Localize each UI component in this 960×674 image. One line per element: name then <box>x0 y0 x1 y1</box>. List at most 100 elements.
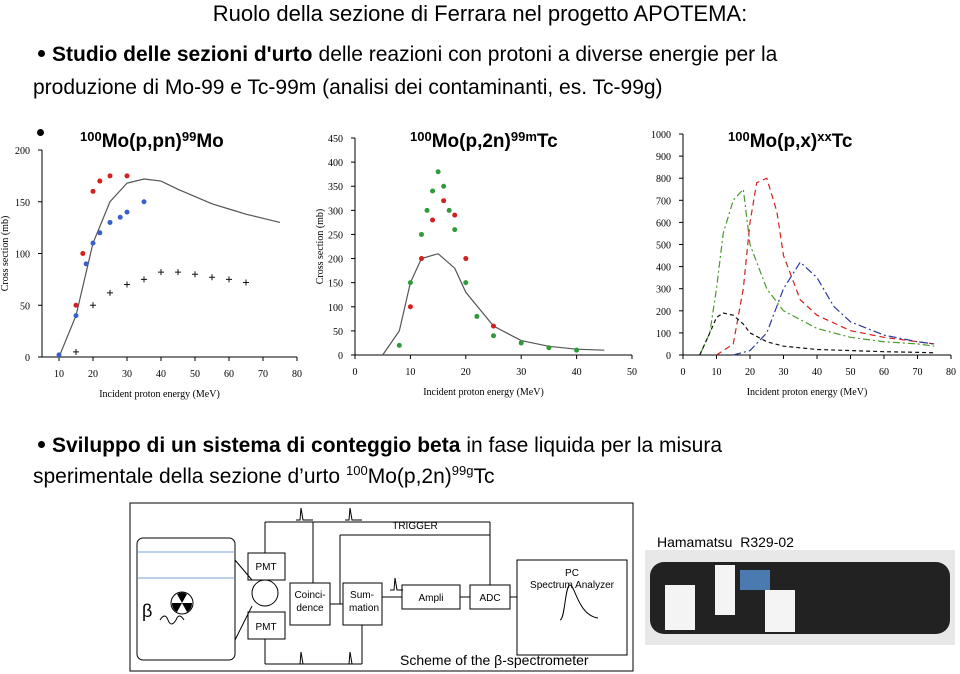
x-tick-label: 20 <box>461 367 471 378</box>
data-point <box>141 276 147 283</box>
y-tick-label: 50 <box>20 301 30 312</box>
data-point <box>491 323 496 329</box>
title-superscript: 100 <box>728 129 750 144</box>
text: sperimentale della sezione d’urto <box>33 465 341 488</box>
x-tick-label: 70 <box>913 367 923 378</box>
y-tick-label: 250 <box>328 230 343 241</box>
x-tick-label: 30 <box>516 367 526 378</box>
x-tick-label: 0 <box>353 367 358 378</box>
y-tick-label: 150 <box>15 198 30 209</box>
text: Mo(p,2n) <box>367 465 452 488</box>
diagram-frame <box>129 502 634 672</box>
photo-paper <box>715 565 735 615</box>
title-superscript: 100 <box>80 129 102 144</box>
label: TRIGGER <box>392 521 438 532</box>
label: Spectrum Analyzer <box>530 580 615 591</box>
curve <box>699 187 935 356</box>
bullet-text: Studio delle sezioni d'urto delle reazion… <box>52 43 777 67</box>
y-tick-label: 200 <box>15 146 30 157</box>
bullet <box>38 50 45 57</box>
y-tick-label: 300 <box>328 206 343 217</box>
bullet <box>38 441 45 448</box>
x-tick-label: 40 <box>812 367 822 378</box>
y-tick-label: 400 <box>328 158 343 169</box>
bullet-text: produzione di Mo-99 e Tc-99m (analisi de… <box>33 76 663 99</box>
x-tick-label: 10 <box>712 367 722 378</box>
x-tick-label: 50 <box>190 369 200 380</box>
curve <box>716 177 935 356</box>
superscript: 100 <box>346 463 368 478</box>
x-tick-label: 60 <box>224 369 234 380</box>
bullet-text: sperimentale della sezione d’urto 100Mo(p… <box>33 463 494 489</box>
data-point <box>441 183 447 189</box>
photo-paper <box>665 585 695 630</box>
x-tick-label: 40 <box>156 369 166 380</box>
label: dence <box>296 603 324 614</box>
y-tick-label: 50 <box>333 327 343 338</box>
title-superscript: 100 <box>410 129 432 144</box>
data-point <box>73 313 79 319</box>
y-axis-label: Cross section (mb) <box>0 216 11 292</box>
data-point <box>90 188 96 194</box>
x-tick-label: 30 <box>122 369 132 380</box>
data-point <box>83 261 89 267</box>
bold-text: Studio delle sezioni d'urto <box>52 43 313 66</box>
curve <box>382 253 605 356</box>
data-point <box>243 279 249 286</box>
title-text: Tc <box>537 131 558 152</box>
title-text: Mo(p,x) <box>750 131 818 152</box>
x-tick-label: 30 <box>779 367 789 378</box>
x-tick-label: 20 <box>88 369 98 380</box>
x-tick-label: 40 <box>572 367 582 378</box>
y-axis-label: Cross section (mb) <box>315 209 326 285</box>
data-point <box>546 345 552 351</box>
y-tick-label: 1000 <box>651 130 671 141</box>
y-tick-label: 900 <box>656 152 671 163</box>
y-tick-label: 0 <box>666 351 671 362</box>
data-point <box>407 280 413 286</box>
x-axis-label: Incident proton energy (MeV) <box>423 387 544 398</box>
data-point <box>441 198 447 204</box>
curve <box>733 261 935 356</box>
data-point <box>435 169 441 175</box>
x-axis-label: Incident proton energy (MeV) <box>747 387 868 398</box>
data-point <box>73 348 79 355</box>
data-point <box>124 173 130 179</box>
data-point <box>396 342 402 348</box>
title-superscript: 99m <box>511 129 537 144</box>
data-point <box>209 274 215 281</box>
photo-label <box>740 570 770 590</box>
x-tick-label: 80 <box>946 367 956 378</box>
y-tick-label: 500 <box>656 241 671 252</box>
data-point <box>491 333 496 339</box>
data-point <box>141 199 147 205</box>
y-tick-label: 450 <box>328 134 343 145</box>
data-point <box>124 281 130 288</box>
y-tick-label: 100 <box>656 329 671 340</box>
chart-title: 100Mo(p,2n)99mTc <box>410 129 558 152</box>
title-text: Mo <box>196 131 223 152</box>
photo-paper <box>765 590 795 632</box>
data-point <box>518 340 524 346</box>
data-point <box>463 256 469 262</box>
data-point <box>430 217 436 223</box>
y-tick-label: 150 <box>328 279 343 290</box>
x-tick-label: 80 <box>292 369 302 380</box>
bullet-text: Sviluppo di un sistema di conteggio beta… <box>52 434 722 458</box>
label: PMT <box>255 622 276 633</box>
y-tick-label: 800 <box>656 174 671 185</box>
title-text: Mo(p,2n) <box>432 131 511 152</box>
y-tick-label: 300 <box>656 285 671 296</box>
data-point <box>424 207 430 213</box>
data-point <box>418 231 424 237</box>
data-point <box>574 347 580 353</box>
data-point <box>80 251 86 256</box>
x-axis-label: Incident proton energy (MeV) <box>99 389 220 400</box>
data-point <box>474 313 480 319</box>
bold-text: Sviluppo di un sistema di conteggio beta <box>52 434 461 457</box>
data-point <box>452 227 458 233</box>
data-point <box>90 302 96 309</box>
data-point <box>107 173 113 179</box>
